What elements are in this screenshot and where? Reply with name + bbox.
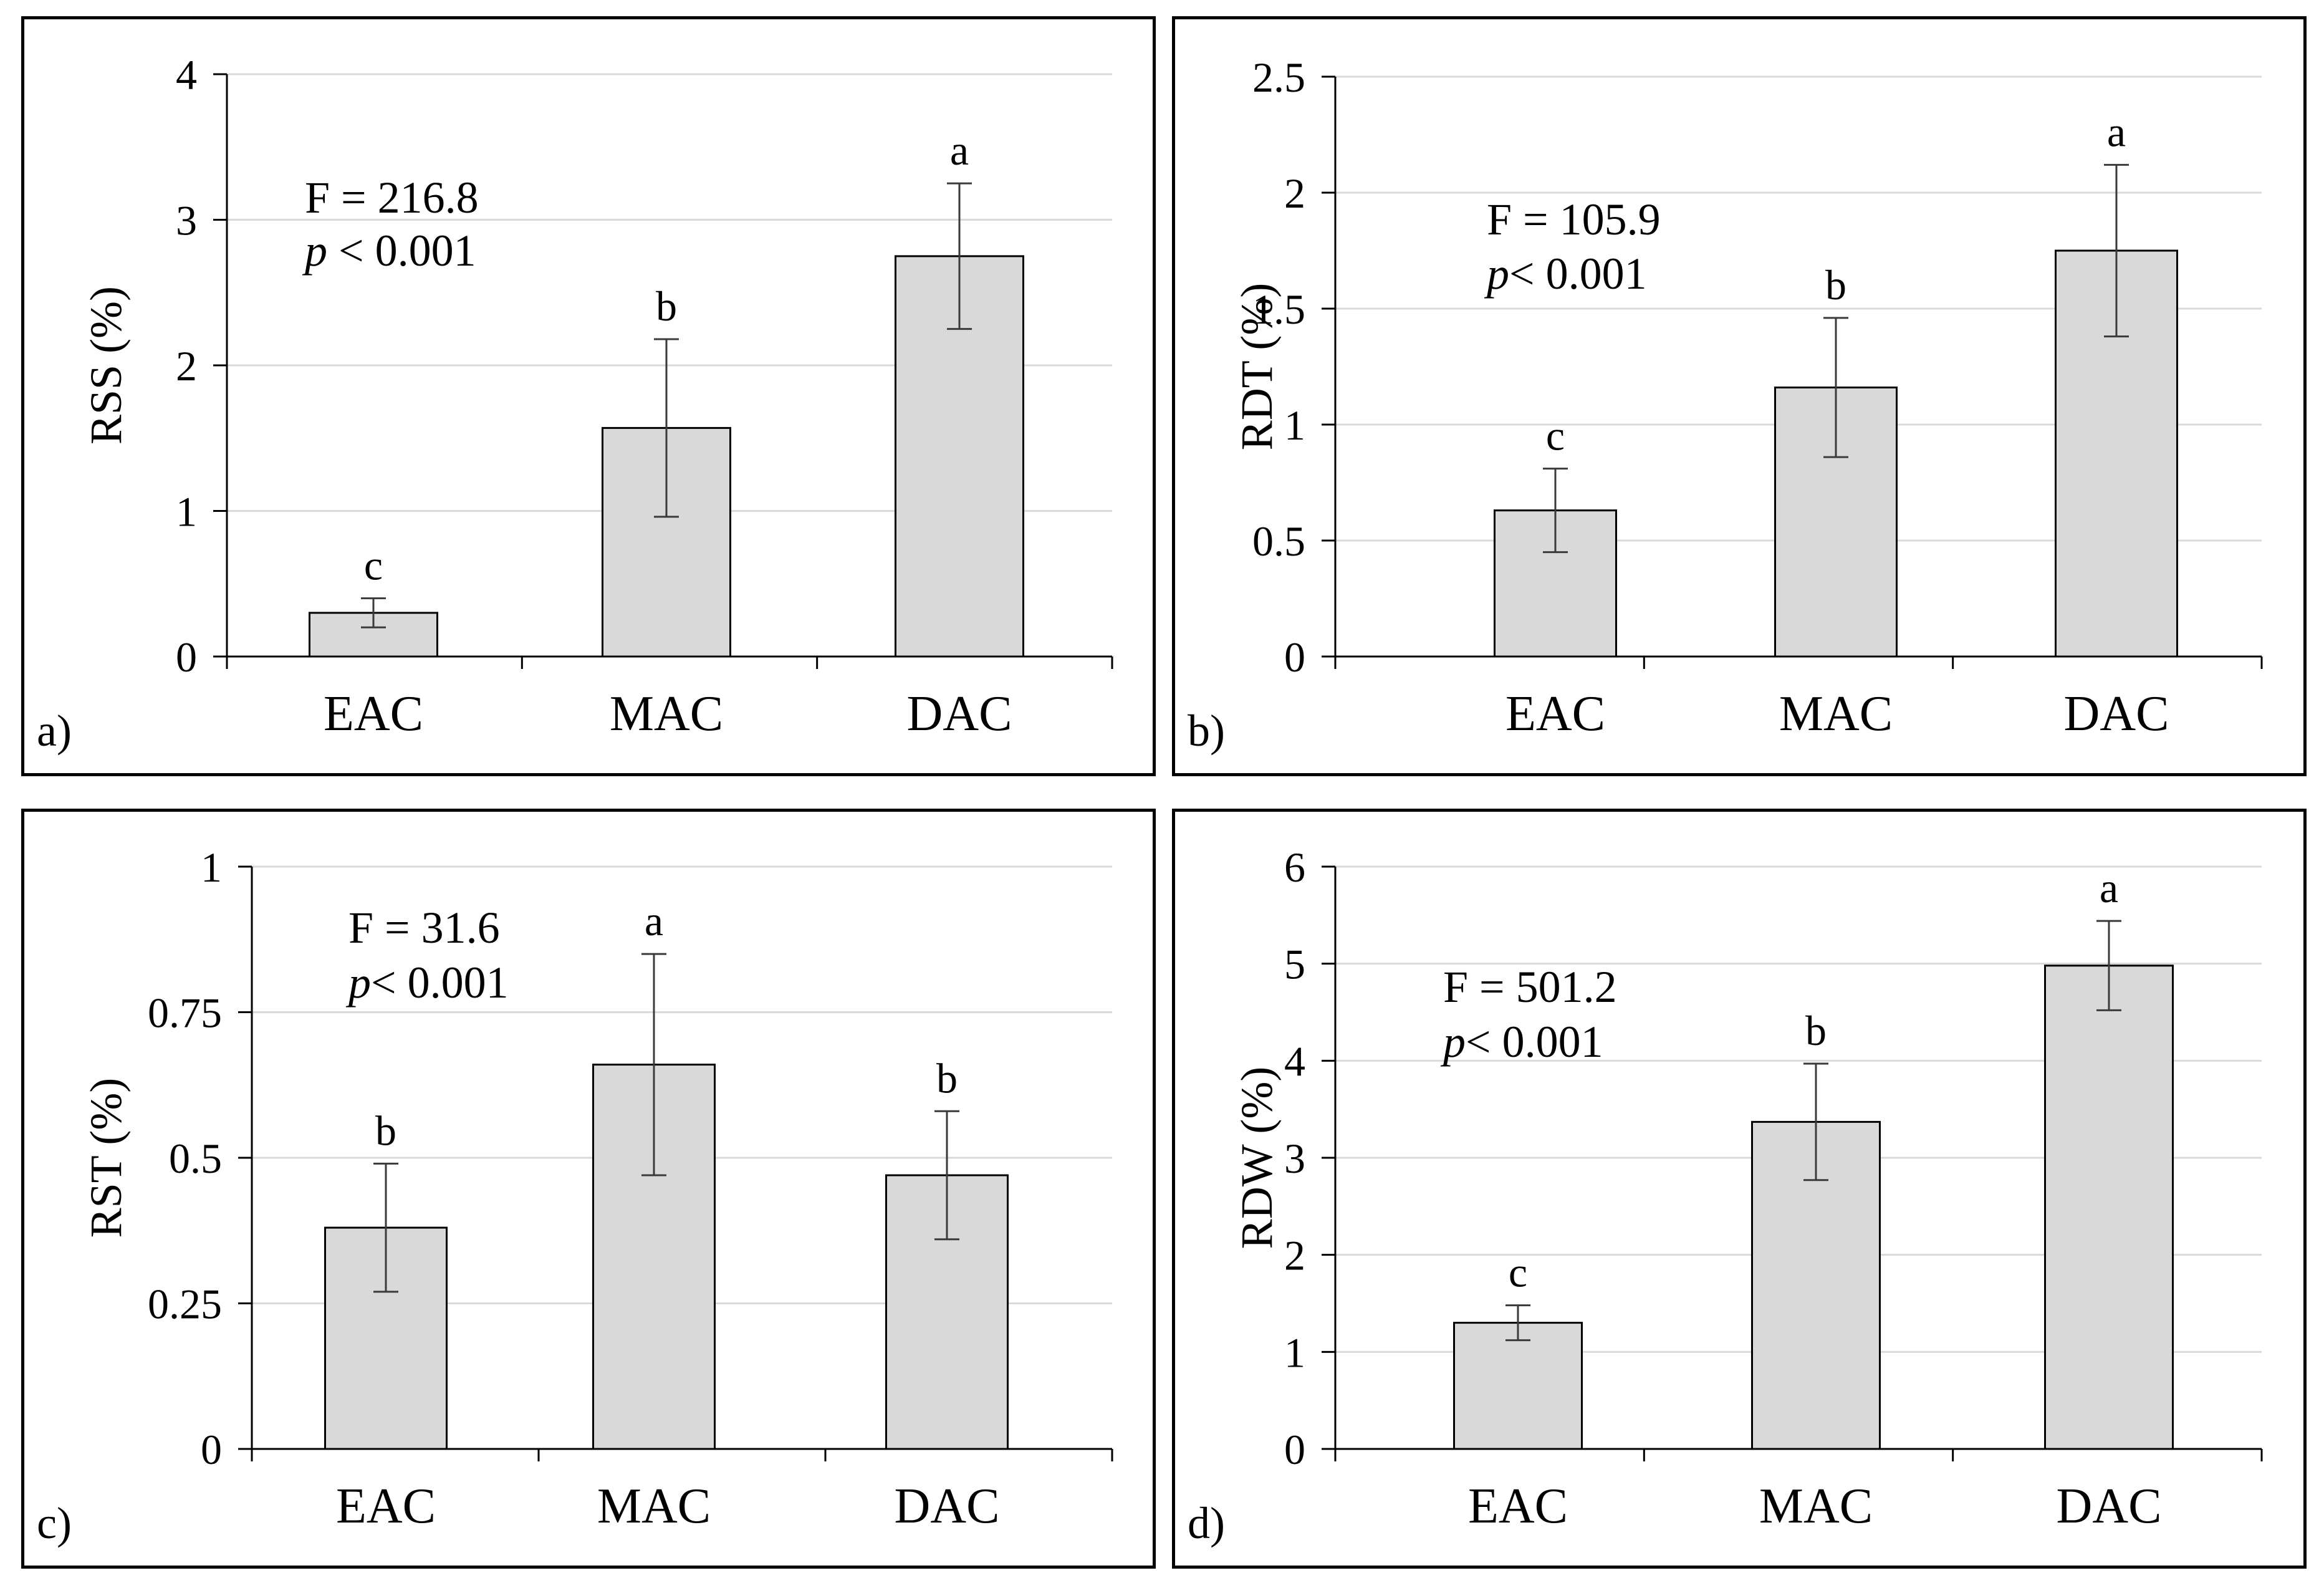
stat-p-threshold: < 0.001 xyxy=(371,958,509,1008)
stat-p-value: p< 0.001 xyxy=(345,958,509,1008)
x-tick-label: MAC xyxy=(1779,686,1893,741)
panel-label: a) xyxy=(37,706,72,756)
chart-svg-b: 0 0.5 1 1.5 2 2.5 c EAC b MAC a DAC RDT (%) b) F = 105… xyxy=(1188,54,2263,756)
y-tick-label: 0.75 xyxy=(148,989,222,1037)
significance-letter: b xyxy=(936,1054,958,1102)
chart-svg-a: 0 1 2 3 4 c EAC b MAC a DAC RSS (%) a) F = 216.8p < 0… xyxy=(37,51,1113,756)
y-tick-label: 2 xyxy=(1284,1232,1305,1279)
y-tick-label: 1 xyxy=(1284,402,1305,449)
y-axis-title: RDW (%) xyxy=(1232,1067,1282,1249)
significance-letter: b xyxy=(375,1107,396,1154)
bar-dac xyxy=(2044,965,2174,1450)
y-tick-label: 0 xyxy=(176,633,197,681)
x-tick-label: EAC xyxy=(324,686,423,741)
chart-svg-d: 0 1 2 3 4 5 6 c EAC b MAC a DAC RDW (%) d) F = 501.2p< … xyxy=(1188,844,2263,1548)
bar-eac xyxy=(1453,1322,1583,1450)
significance-letter: c xyxy=(1509,1249,1527,1296)
stat-p-threshold: < 0.001 xyxy=(327,226,476,276)
y-tick-label: 4 xyxy=(176,51,197,99)
stat-f-value: F = 31.6 xyxy=(348,903,500,953)
stat-p-threshold: < 0.001 xyxy=(1509,249,1647,299)
y-tick-label: 1 xyxy=(176,488,197,536)
x-tick-label: DAC xyxy=(2064,686,2169,741)
y-tick-label: 6 xyxy=(1284,844,1305,891)
y-tick-label: 2 xyxy=(1284,170,1305,217)
significance-letter: a xyxy=(645,897,663,945)
panel-label: b) xyxy=(1188,706,1225,756)
y-tick-label: 3 xyxy=(176,197,197,244)
x-tick-label: DAC xyxy=(907,686,1012,741)
x-tick-label: DAC xyxy=(2057,1479,2162,1534)
y-axis-title: RDT (%) xyxy=(1232,283,1282,451)
y-tick-label: 4 xyxy=(1284,1037,1305,1085)
significance-letter: c xyxy=(364,542,383,589)
stat-p-symbol: p xyxy=(1484,249,1509,299)
chart-panel-b: 0 0.5 1 1.5 2 2.5 c EAC b MAC a DAC RDT (%) b) F = 105… xyxy=(1172,16,2307,776)
chart-panel-a: 0 1 2 3 4 c EAC b MAC a DAC RSS (%) a) F = 216.8 p < 0… xyxy=(21,16,1156,776)
x-tick-label: MAC xyxy=(610,686,723,741)
x-tick-label: EAC xyxy=(1468,1479,1568,1534)
x-tick-label: EAC xyxy=(1505,686,1605,741)
y-tick-label: 3 xyxy=(1284,1135,1305,1182)
stat-f-value: F = 501.2 xyxy=(1443,962,1617,1012)
y-tick-label: 1 xyxy=(201,844,222,891)
stat-p-symbol: p xyxy=(1440,1017,1466,1067)
y-tick-label: 0 xyxy=(1284,1426,1305,1473)
stat-f-value: F = 105.9 xyxy=(1487,195,1661,244)
panel-label: c) xyxy=(37,1498,72,1548)
stat-p-value: p< 0.001 xyxy=(1484,249,1647,299)
y-tick-label: 0 xyxy=(201,1426,222,1473)
stat-p-threshold: < 0.001 xyxy=(1466,1017,1603,1067)
y-tick-label: 0.5 xyxy=(1252,517,1305,565)
significance-letter: a xyxy=(950,127,969,174)
x-tick-label: EAC xyxy=(336,1479,436,1534)
chart-panel-c: 0 0.25 0.5 0.75 1 b EAC a MAC b DAC RST (%) c) F = 31… xyxy=(21,809,1156,1569)
stat-p-value: p < 0.001 xyxy=(302,226,476,276)
y-axis-title: RST (%) xyxy=(81,1078,131,1238)
stat-p-symbol: p xyxy=(302,226,327,276)
significance-letter: a xyxy=(2100,864,2118,912)
panel-label: d) xyxy=(1188,1498,1225,1548)
y-tick-label: 0.5 xyxy=(169,1135,222,1182)
y-tick-label: 1.5 xyxy=(1252,286,1305,333)
chart-svg-c: 0 0.25 0.5 0.75 1 b EAC a MAC b DAC RST (%) c) F = 31… xyxy=(37,844,1113,1548)
y-tick-label: 2 xyxy=(176,342,197,390)
significance-letter: b xyxy=(656,282,677,330)
x-tick-label: DAC xyxy=(895,1479,1000,1534)
significance-letter: a xyxy=(2107,108,2126,155)
stat-f-value: F = 216.8 xyxy=(305,173,479,223)
y-tick-label: 5 xyxy=(1284,941,1305,988)
significance-letter: b xyxy=(1805,1007,1827,1054)
y-tick-label: 0.25 xyxy=(148,1281,222,1328)
x-tick-label: MAC xyxy=(597,1479,711,1534)
y-tick-label: 1 xyxy=(1284,1329,1305,1376)
chart-panel-d: 0 1 2 3 4 5 6 c EAC b MAC a DAC RDW (%) d) F = 501.2 p< … xyxy=(1172,809,2307,1569)
stat-p-symbol: p xyxy=(345,958,371,1008)
y-tick-label: 2.5 xyxy=(1252,54,1305,101)
significance-letter: b xyxy=(1825,261,1846,309)
y-tick-label: 0 xyxy=(1284,633,1305,681)
y-axis-title: RSS (%) xyxy=(81,286,131,445)
x-tick-label: MAC xyxy=(1759,1479,1873,1534)
stat-p-value: p< 0.001 xyxy=(1440,1017,1603,1067)
significance-letter: c xyxy=(1546,412,1565,459)
